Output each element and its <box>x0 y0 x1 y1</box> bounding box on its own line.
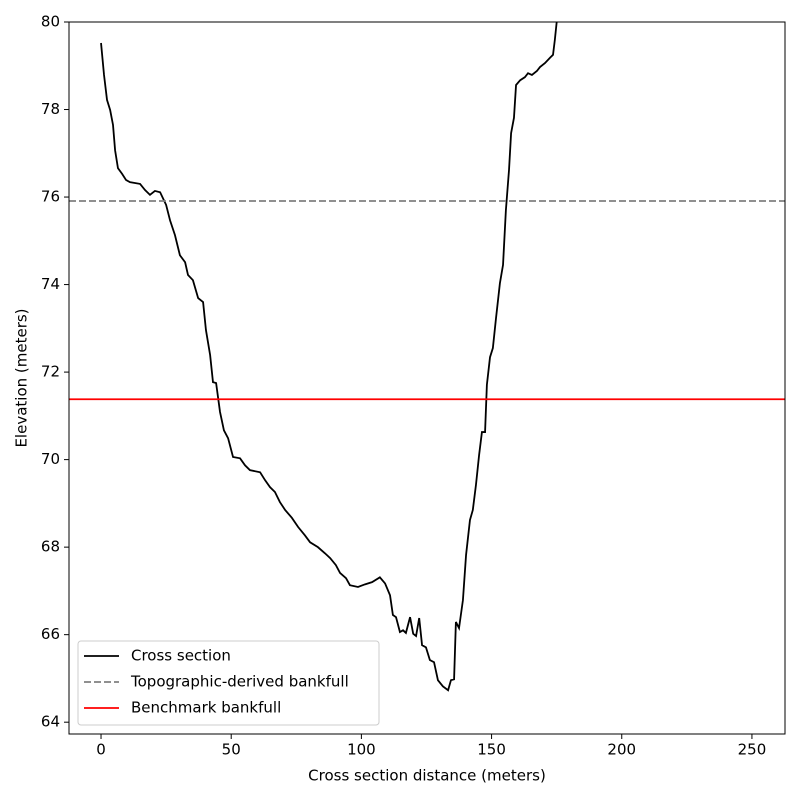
y-tick-label: 76 <box>41 188 60 206</box>
y-tick-label: 68 <box>41 538 60 556</box>
legend-label: Topographic-derived bankfull <box>130 673 349 691</box>
y-tick-label: 70 <box>41 450 60 468</box>
y-tick-label: 64 <box>41 713 60 731</box>
x-tick-label: 150 <box>477 741 506 759</box>
legend-label: Cross section <box>131 647 231 665</box>
y-tick-label: 74 <box>41 275 60 293</box>
x-tick-label: 200 <box>607 741 636 759</box>
y-axis-label: Elevation (meters) <box>13 308 31 447</box>
x-axis-label: Cross section distance (meters) <box>308 767 546 785</box>
plot-frame <box>68 21 786 735</box>
y-tick-label: 66 <box>41 625 60 643</box>
x-tick-label: 100 <box>347 741 376 759</box>
x-tick-label: 250 <box>738 741 767 759</box>
legend-box <box>77 640 380 726</box>
plot-area <box>69 22 785 692</box>
y-tick-label: 78 <box>41 100 60 118</box>
legend-label: Benchmark bankfull <box>131 699 281 717</box>
y-tick-label: 80 <box>41 13 60 31</box>
y-tick-label: 72 <box>41 363 60 381</box>
x-tick-label: 0 <box>96 741 106 759</box>
x-tick-label: 50 <box>222 741 241 759</box>
data-line <box>100 22 558 692</box>
